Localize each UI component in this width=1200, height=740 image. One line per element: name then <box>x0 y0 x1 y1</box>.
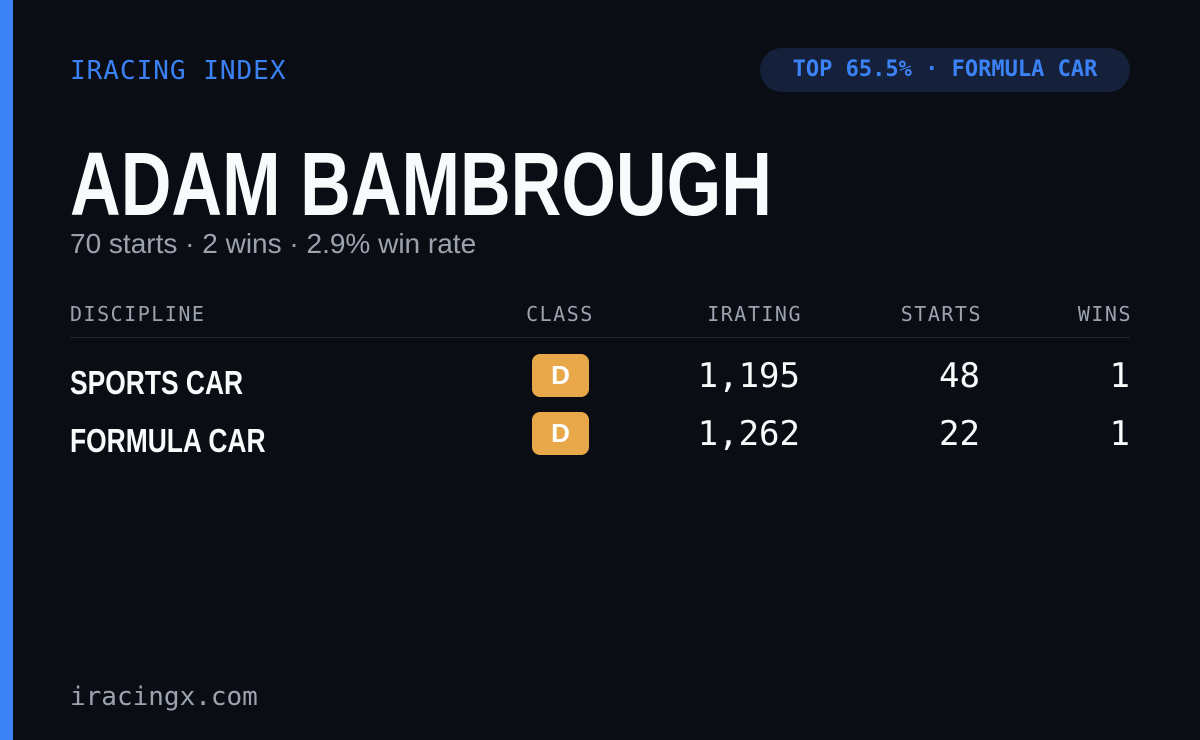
brand: IRACING INDEX <box>70 56 287 86</box>
column-header: WINS <box>1077 302 1132 326</box>
starts: 22 <box>939 414 980 454</box>
rank-badge: TOP 65.5% · FORMULA CAR <box>760 48 1130 92</box>
accent-bar <box>0 0 13 740</box>
class-badge: D <box>532 354 589 397</box>
column-header: DISCIPLINE <box>70 302 206 326</box>
column-header: CLASS <box>526 302 594 326</box>
header-rule <box>70 337 1130 338</box>
wins: 1 <box>1109 414 1130 454</box>
discipline: SPORTS CAR <box>70 364 244 401</box>
irating: 1,195 <box>697 356 800 396</box>
discipline: FORMULA CAR <box>70 422 266 459</box>
site-url: iracingx.com <box>70 682 258 712</box>
irating: 1,262 <box>697 414 800 454</box>
class-badge: D <box>532 412 589 455</box>
driver-summary: 70 starts · 2 wins · 2.9% win rate <box>70 228 477 259</box>
starts: 48 <box>939 356 980 396</box>
wins: 1 <box>1109 356 1130 396</box>
driver-name: ADAM BAMBROUGH <box>70 135 772 235</box>
column-header: IRATING <box>707 302 802 326</box>
column-header: STARTS <box>900 302 982 326</box>
